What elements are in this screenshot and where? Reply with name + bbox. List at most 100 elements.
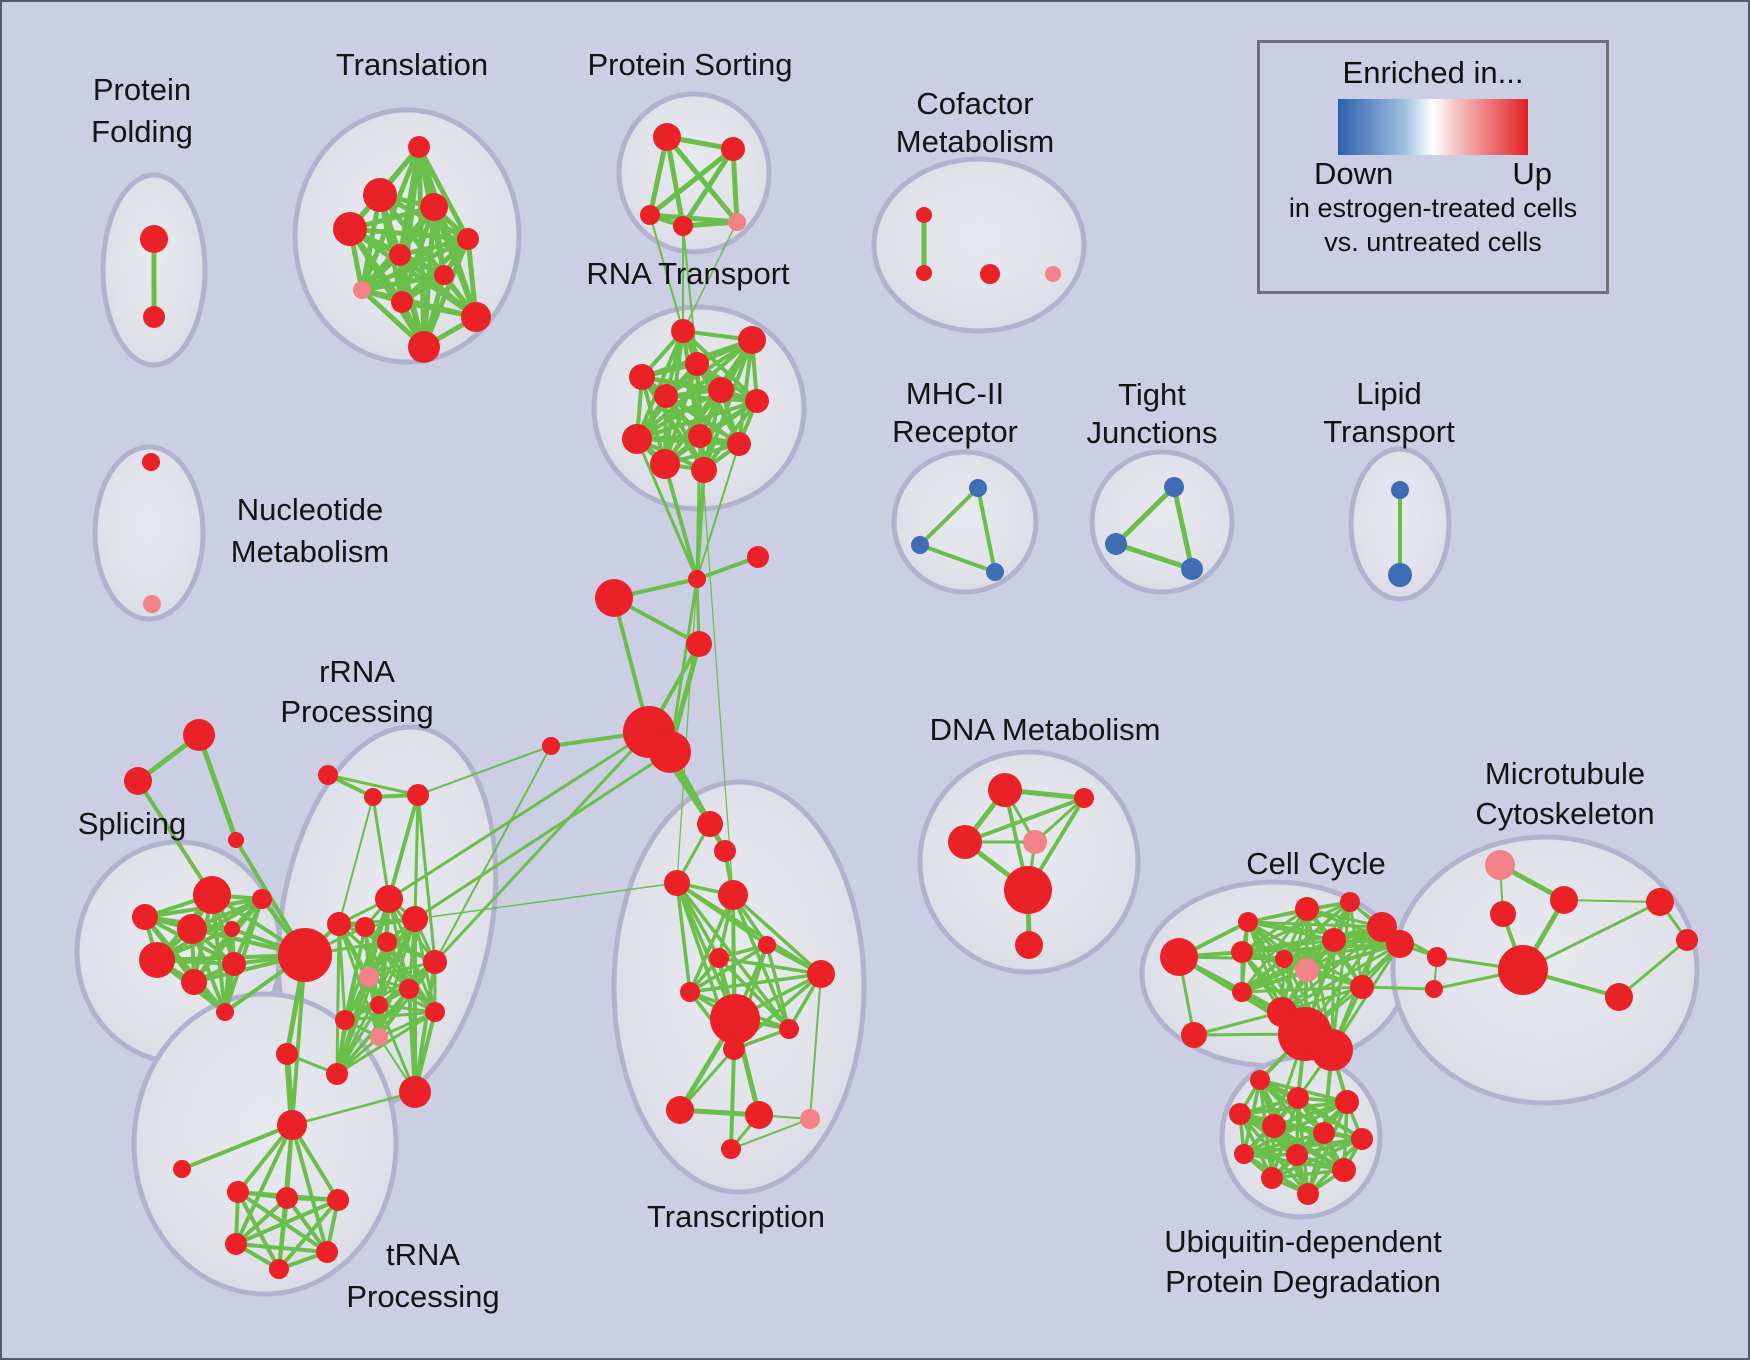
cluster-label-trna-processing: tRNA Processing: [346, 1237, 499, 1314]
cluster-label-cofactor-metabolism: Cofactor Metabolism: [896, 86, 1055, 159]
network-node: [1023, 830, 1047, 854]
network-edge: [1521, 900, 1662, 972]
network-node: [316, 1241, 338, 1263]
cluster-ellipse-tight-junctions: [1089, 449, 1235, 595]
network-edge: [688, 972, 823, 994]
network-node: [222, 952, 246, 976]
network-edge: [1192, 1010, 1284, 1037]
network-node: [278, 928, 332, 982]
network-edge: [1240, 900, 1352, 954]
network-edge: [343, 960, 437, 1022]
network-edge: [664, 394, 706, 472]
network-edge: [1270, 1137, 1364, 1180]
network-node: [353, 281, 371, 299]
network-node: [1286, 1144, 1308, 1166]
network-node: [363, 178, 397, 212]
network-edge: [387, 793, 420, 901]
network-edge: [277, 1198, 340, 1271]
network-node: [807, 960, 835, 988]
network-node: [227, 1181, 249, 1203]
network-node: [721, 137, 745, 161]
network-node: [1391, 481, 1409, 499]
network-node: [1332, 1158, 1356, 1182]
network-node: [420, 193, 448, 221]
network-node: [461, 302, 491, 332]
network-edge: [765, 943, 791, 1031]
legend-subtitle-line1: in estrogen-treated cells: [1288, 193, 1578, 223]
network-edge: [682, 225, 698, 365]
network-node: [708, 377, 734, 403]
network-node: [709, 948, 729, 968]
network-edge: [1563, 899, 1661, 903]
network-edge: [1171, 484, 1195, 572]
network-node: [269, 1259, 289, 1279]
network-node: [710, 994, 760, 1044]
network-node: [407, 784, 429, 806]
network-node: [1485, 850, 1515, 880]
legend-up-label: Up: [1512, 156, 1552, 191]
network-node: [622, 424, 652, 454]
network-edge: [963, 796, 1086, 844]
network-edge: [413, 793, 420, 921]
network-node: [408, 136, 430, 158]
cluster-label-ubiquitin-degradation: Ubiquitin-dependent Protein Degradation: [1164, 1224, 1442, 1299]
network-node: [916, 265, 932, 281]
network-node: [1425, 980, 1443, 998]
network-node: [691, 457, 717, 483]
network-node: [911, 536, 929, 554]
network-node: [375, 885, 403, 913]
network-node: [727, 432, 751, 456]
network-node: [745, 1101, 773, 1129]
network-node: [1074, 788, 1094, 808]
network-node: [1340, 892, 1360, 912]
network-edge: [416, 793, 437, 964]
network-node: [359, 967, 379, 987]
network-node: [1322, 928, 1346, 952]
network-edge: [717, 956, 791, 1031]
network-node: [402, 906, 428, 932]
network-edge: [1348, 900, 1364, 989]
network-node: [1181, 558, 1203, 580]
network-node: [916, 207, 932, 223]
network-edge: [136, 779, 214, 897]
network-edge: [717, 956, 823, 976]
network-node: [277, 1110, 307, 1140]
legend-title: Enriched in...: [1342, 55, 1524, 90]
network-node: [673, 216, 693, 236]
network-edge: [335, 922, 341, 1076]
network-node: [370, 1028, 388, 1046]
network-node: [1550, 886, 1578, 914]
network-edge: [675, 881, 823, 976]
network-node: [1164, 477, 1184, 497]
network-node: [1261, 1167, 1283, 1189]
network-node: [252, 889, 272, 909]
network-node: [318, 765, 338, 785]
network-node: [671, 319, 695, 343]
network-edge: [347, 226, 471, 242]
network-node: [595, 579, 633, 617]
network-node: [1004, 866, 1052, 914]
network-node: [1250, 1070, 1270, 1090]
network-node: [718, 880, 748, 910]
network-node: [408, 331, 440, 363]
network-edge: [371, 795, 391, 901]
network-edge: [143, 915, 227, 1014]
network-edge: [290, 953, 307, 1127]
network-node: [1015, 931, 1043, 959]
network-node: [1386, 930, 1414, 958]
network-node: [1231, 941, 1253, 963]
network-node: [1498, 945, 1548, 995]
network-node: [688, 570, 706, 588]
network-node: [143, 306, 165, 328]
cluster-label-dna-metabolism: DNA Metabolism: [930, 712, 1161, 747]
network-node: [728, 213, 746, 231]
network-node: [654, 384, 678, 408]
network-node: [228, 832, 244, 848]
network-node: [1350, 975, 1374, 999]
network-edge: [649, 214, 684, 332]
network-node: [355, 917, 375, 937]
network-node: [800, 1109, 820, 1129]
cluster-label-translation: Translation: [336, 47, 488, 82]
network-edge: [688, 893, 735, 994]
cluster-label-nucleotide-metabolism: Nucleotide Metabolism: [231, 492, 390, 569]
